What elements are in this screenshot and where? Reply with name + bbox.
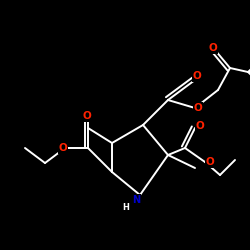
- Text: O: O: [58, 143, 68, 153]
- Text: O: O: [208, 43, 218, 53]
- Text: O: O: [192, 71, 202, 81]
- Text: N: N: [132, 195, 140, 205]
- Text: O: O: [82, 111, 92, 121]
- Text: H: H: [122, 204, 130, 212]
- Text: O: O: [194, 103, 202, 113]
- Text: O: O: [196, 121, 204, 131]
- Text: O: O: [206, 157, 214, 167]
